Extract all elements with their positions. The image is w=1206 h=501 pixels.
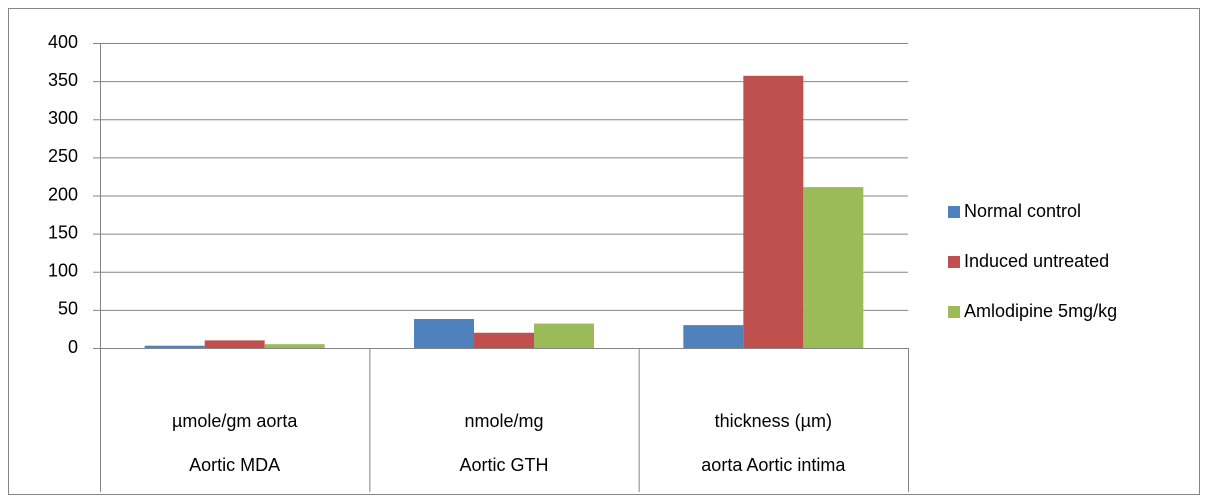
y-tick-label: 250 xyxy=(48,146,78,166)
y-tick-label: 0 xyxy=(68,337,78,357)
y-tick-label: 100 xyxy=(48,261,78,281)
bar xyxy=(414,319,474,348)
legend-label: Normal control xyxy=(964,201,1081,221)
x-tick-label: µmole/gm aorta xyxy=(172,411,298,431)
chart-border xyxy=(8,8,1200,495)
y-tick-label: 400 xyxy=(48,32,78,52)
legend-swatch xyxy=(948,206,960,218)
x-group-label: aorta Aortic intima xyxy=(701,455,846,475)
bar xyxy=(474,332,534,348)
bar xyxy=(264,344,325,348)
x-group-label: Aortic GTH xyxy=(459,455,548,475)
bar xyxy=(204,340,265,348)
x-tick-label: nmole/mg xyxy=(464,411,543,431)
y-tick-label: 50 xyxy=(58,299,78,319)
y-tick-label: 150 xyxy=(48,222,78,242)
bar xyxy=(683,325,744,348)
legend-swatch xyxy=(948,256,960,268)
y-tick-label: 200 xyxy=(48,184,78,204)
bar xyxy=(144,345,205,348)
bar xyxy=(534,323,594,348)
y-tick-label: 300 xyxy=(48,108,78,128)
x-group-label: Aortic MDA xyxy=(189,455,280,475)
bar xyxy=(743,75,804,348)
y-tick-label: 350 xyxy=(48,70,78,90)
legend-swatch xyxy=(948,306,960,318)
bar xyxy=(803,187,864,348)
legend-label: Induced untreated xyxy=(964,251,1109,271)
x-tick-label: thickness (µm) xyxy=(715,411,832,431)
legend-label: Amlodipine 5mg/kg xyxy=(964,301,1117,321)
